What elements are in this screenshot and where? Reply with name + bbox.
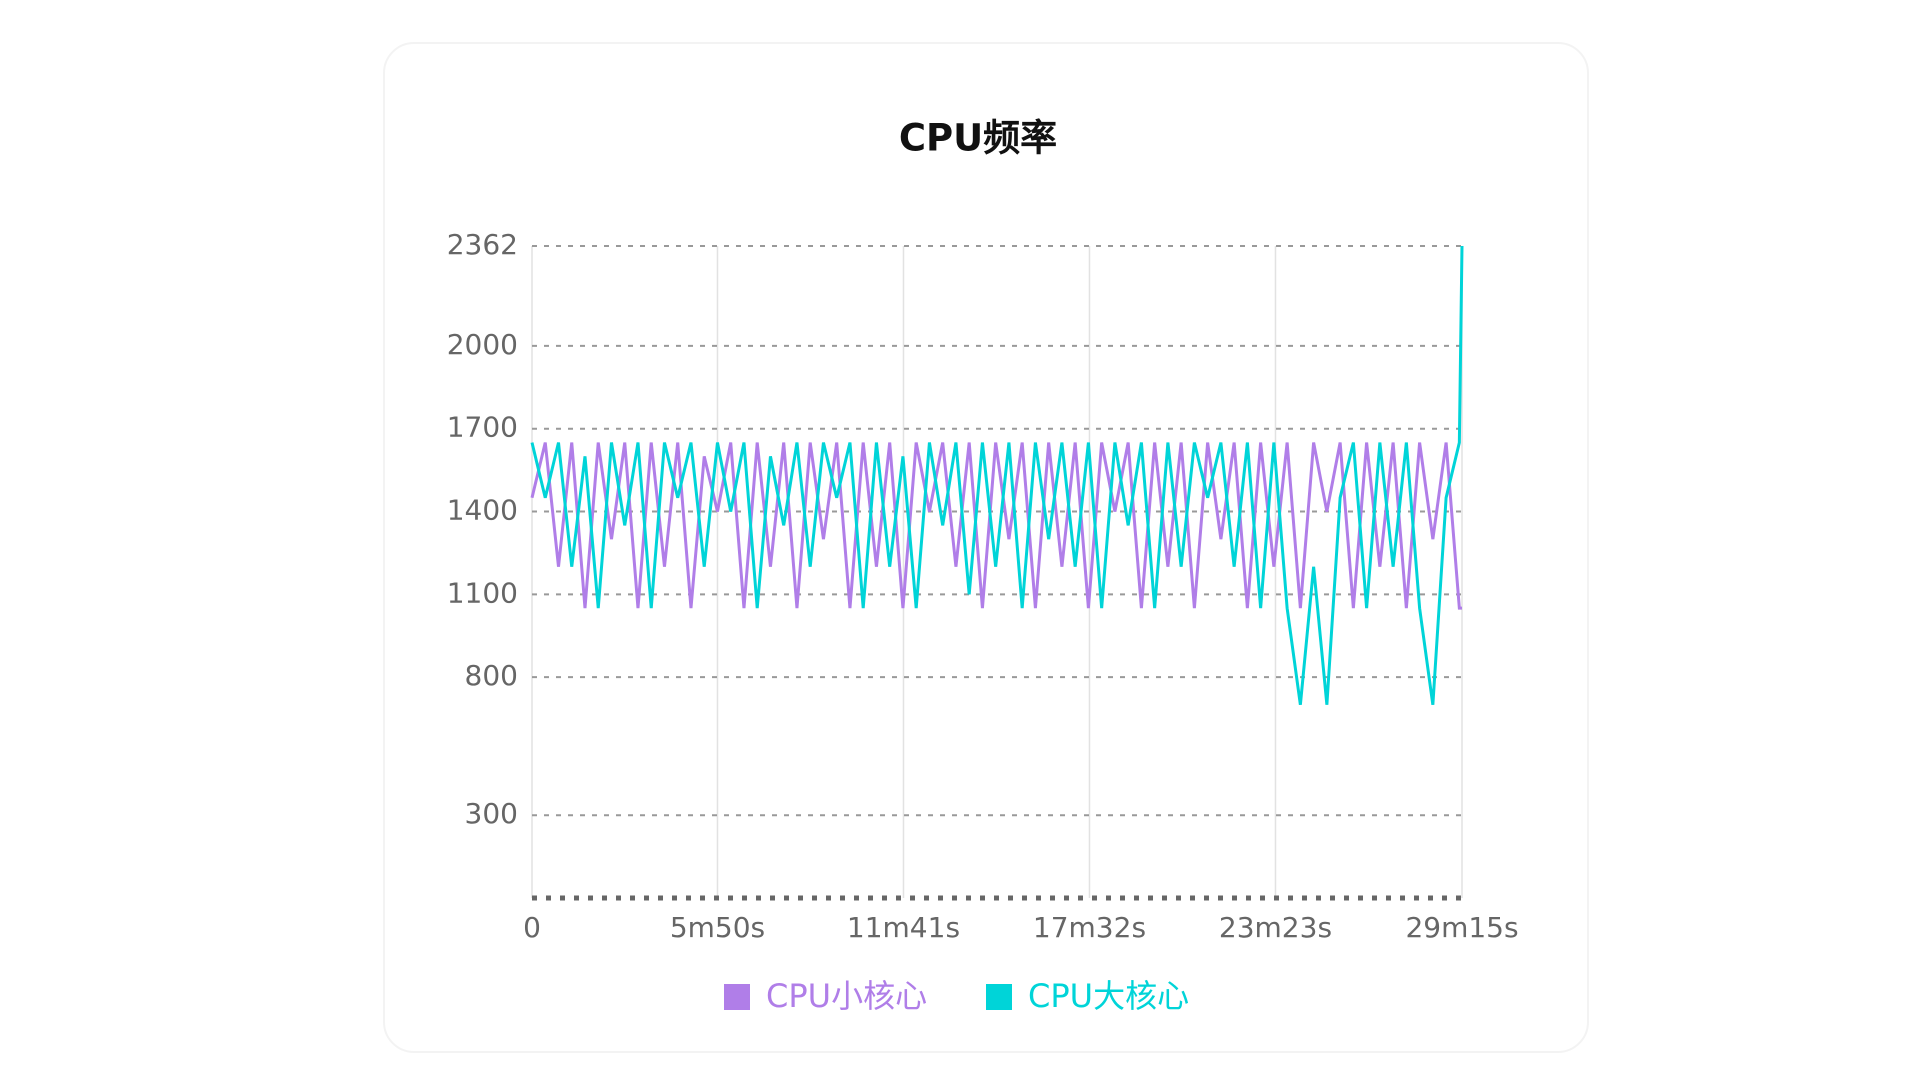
legend-label: CPU小核心 xyxy=(766,977,927,1015)
y-tick-label: 1100 xyxy=(447,576,518,609)
y-tick-label: 1700 xyxy=(447,411,518,444)
y-tick-label: 2362 xyxy=(447,228,518,261)
chart-title: CPU频率 xyxy=(899,117,1057,160)
x-tick-label: 0 xyxy=(523,911,541,944)
x-tick-label: 29m15s xyxy=(1405,911,1518,944)
y-tick-label: 2000 xyxy=(447,328,518,361)
x-tick-label: 17m32s xyxy=(1033,911,1146,944)
y-tick-label: 300 xyxy=(465,797,518,830)
legend-swatch xyxy=(724,984,750,1010)
x-tick-label: 23m23s xyxy=(1219,911,1332,944)
series-line xyxy=(530,245,1464,705)
legend-label: CPU大核心 xyxy=(1028,977,1189,1015)
y-tick-label: 1400 xyxy=(447,494,518,527)
x-tick-label: 11m41s xyxy=(847,911,960,944)
legend-swatch xyxy=(986,984,1012,1010)
x-tick-label: 5m50s xyxy=(670,911,765,944)
y-tick-label: 800 xyxy=(465,659,518,692)
